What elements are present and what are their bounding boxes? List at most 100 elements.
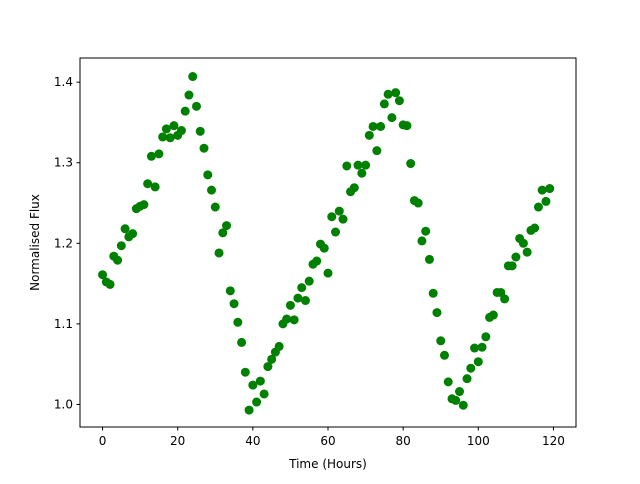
y-tick-label: 1.2	[54, 236, 73, 250]
data-point	[113, 255, 123, 265]
data-point	[169, 121, 179, 131]
data-point	[225, 286, 235, 296]
data-point	[451, 395, 461, 405]
data-point	[240, 367, 250, 377]
data-point	[297, 283, 307, 293]
data-point	[161, 124, 171, 134]
y-tick-label: 1.4	[54, 75, 73, 89]
data-point	[413, 198, 423, 208]
data-point	[176, 126, 186, 136]
data-point	[327, 212, 337, 222]
x-tick-label: 120	[542, 434, 565, 448]
data-point	[116, 241, 126, 251]
data-point	[338, 214, 348, 224]
x-tick-label: 0	[99, 434, 107, 448]
data-point	[158, 132, 168, 142]
x-axis-label: Time (Hours)	[288, 457, 367, 471]
data-point	[319, 243, 329, 253]
data-point	[424, 254, 434, 264]
data-point	[436, 336, 446, 346]
data-point	[518, 238, 528, 248]
data-point	[541, 196, 551, 206]
data-point	[331, 227, 341, 237]
data-point	[218, 228, 228, 238]
data-point	[421, 226, 431, 236]
y-axis-label: Normalised Flux	[28, 194, 42, 291]
data-point	[545, 184, 555, 194]
data-points	[98, 72, 555, 415]
data-point	[289, 315, 299, 325]
data-point	[443, 377, 453, 387]
data-point	[191, 101, 201, 111]
data-point	[488, 310, 498, 320]
y-axis-ticks: 1.0 1.1 1.2 1.3 1.4	[54, 75, 80, 411]
x-tick-label: 20	[170, 434, 185, 448]
data-point	[500, 294, 510, 304]
data-point	[312, 256, 322, 266]
data-point	[511, 252, 521, 262]
data-point	[154, 149, 164, 159]
data-point	[98, 270, 108, 280]
data-point	[391, 88, 401, 98]
data-point	[432, 308, 442, 318]
data-point	[402, 121, 412, 131]
y-tick-label: 1.1	[54, 317, 73, 331]
data-point	[455, 387, 465, 397]
data-point	[222, 221, 232, 231]
data-point	[143, 179, 153, 189]
data-point	[507, 261, 517, 271]
data-point	[376, 121, 386, 131]
data-point	[188, 72, 198, 82]
x-tick-label: 60	[320, 434, 335, 448]
data-point	[255, 376, 265, 386]
y-tick-label: 1.3	[54, 156, 73, 170]
data-point	[361, 160, 371, 170]
data-point	[470, 343, 480, 353]
data-point	[439, 350, 449, 360]
data-point	[195, 126, 205, 136]
data-point	[293, 293, 303, 303]
data-point	[368, 121, 378, 131]
data-point	[387, 113, 397, 123]
data-point	[282, 314, 292, 324]
data-point	[406, 159, 416, 169]
data-point	[537, 185, 547, 195]
data-point	[473, 357, 483, 367]
data-point	[139, 200, 149, 210]
data-point	[248, 380, 258, 390]
data-point	[229, 299, 239, 309]
x-axis-ticks: 0 20 40 60 80 100 120	[99, 427, 565, 448]
data-point	[417, 236, 427, 246]
data-point	[533, 202, 543, 212]
data-point	[323, 268, 333, 278]
data-point	[522, 247, 532, 257]
data-point	[210, 202, 220, 212]
data-point	[252, 397, 262, 407]
data-point	[342, 161, 352, 171]
data-point	[372, 146, 382, 156]
data-point	[334, 206, 344, 216]
data-point	[364, 130, 374, 140]
data-point	[203, 170, 213, 180]
y-tick-label: 1.0	[54, 397, 73, 411]
data-point	[259, 389, 269, 399]
data-point	[530, 223, 540, 233]
data-point	[458, 400, 468, 410]
data-point	[199, 143, 209, 153]
data-point	[285, 300, 295, 310]
data-point	[357, 168, 367, 178]
data-point	[466, 363, 476, 373]
data-point	[237, 337, 247, 347]
data-point	[244, 405, 254, 415]
data-point	[462, 374, 472, 384]
data-point	[184, 90, 194, 100]
data-point	[274, 341, 284, 351]
x-tick-label: 80	[396, 434, 411, 448]
data-point	[394, 96, 404, 106]
x-tick-label: 100	[467, 434, 490, 448]
data-point	[477, 342, 487, 352]
data-point	[214, 248, 224, 258]
data-point	[383, 89, 393, 99]
